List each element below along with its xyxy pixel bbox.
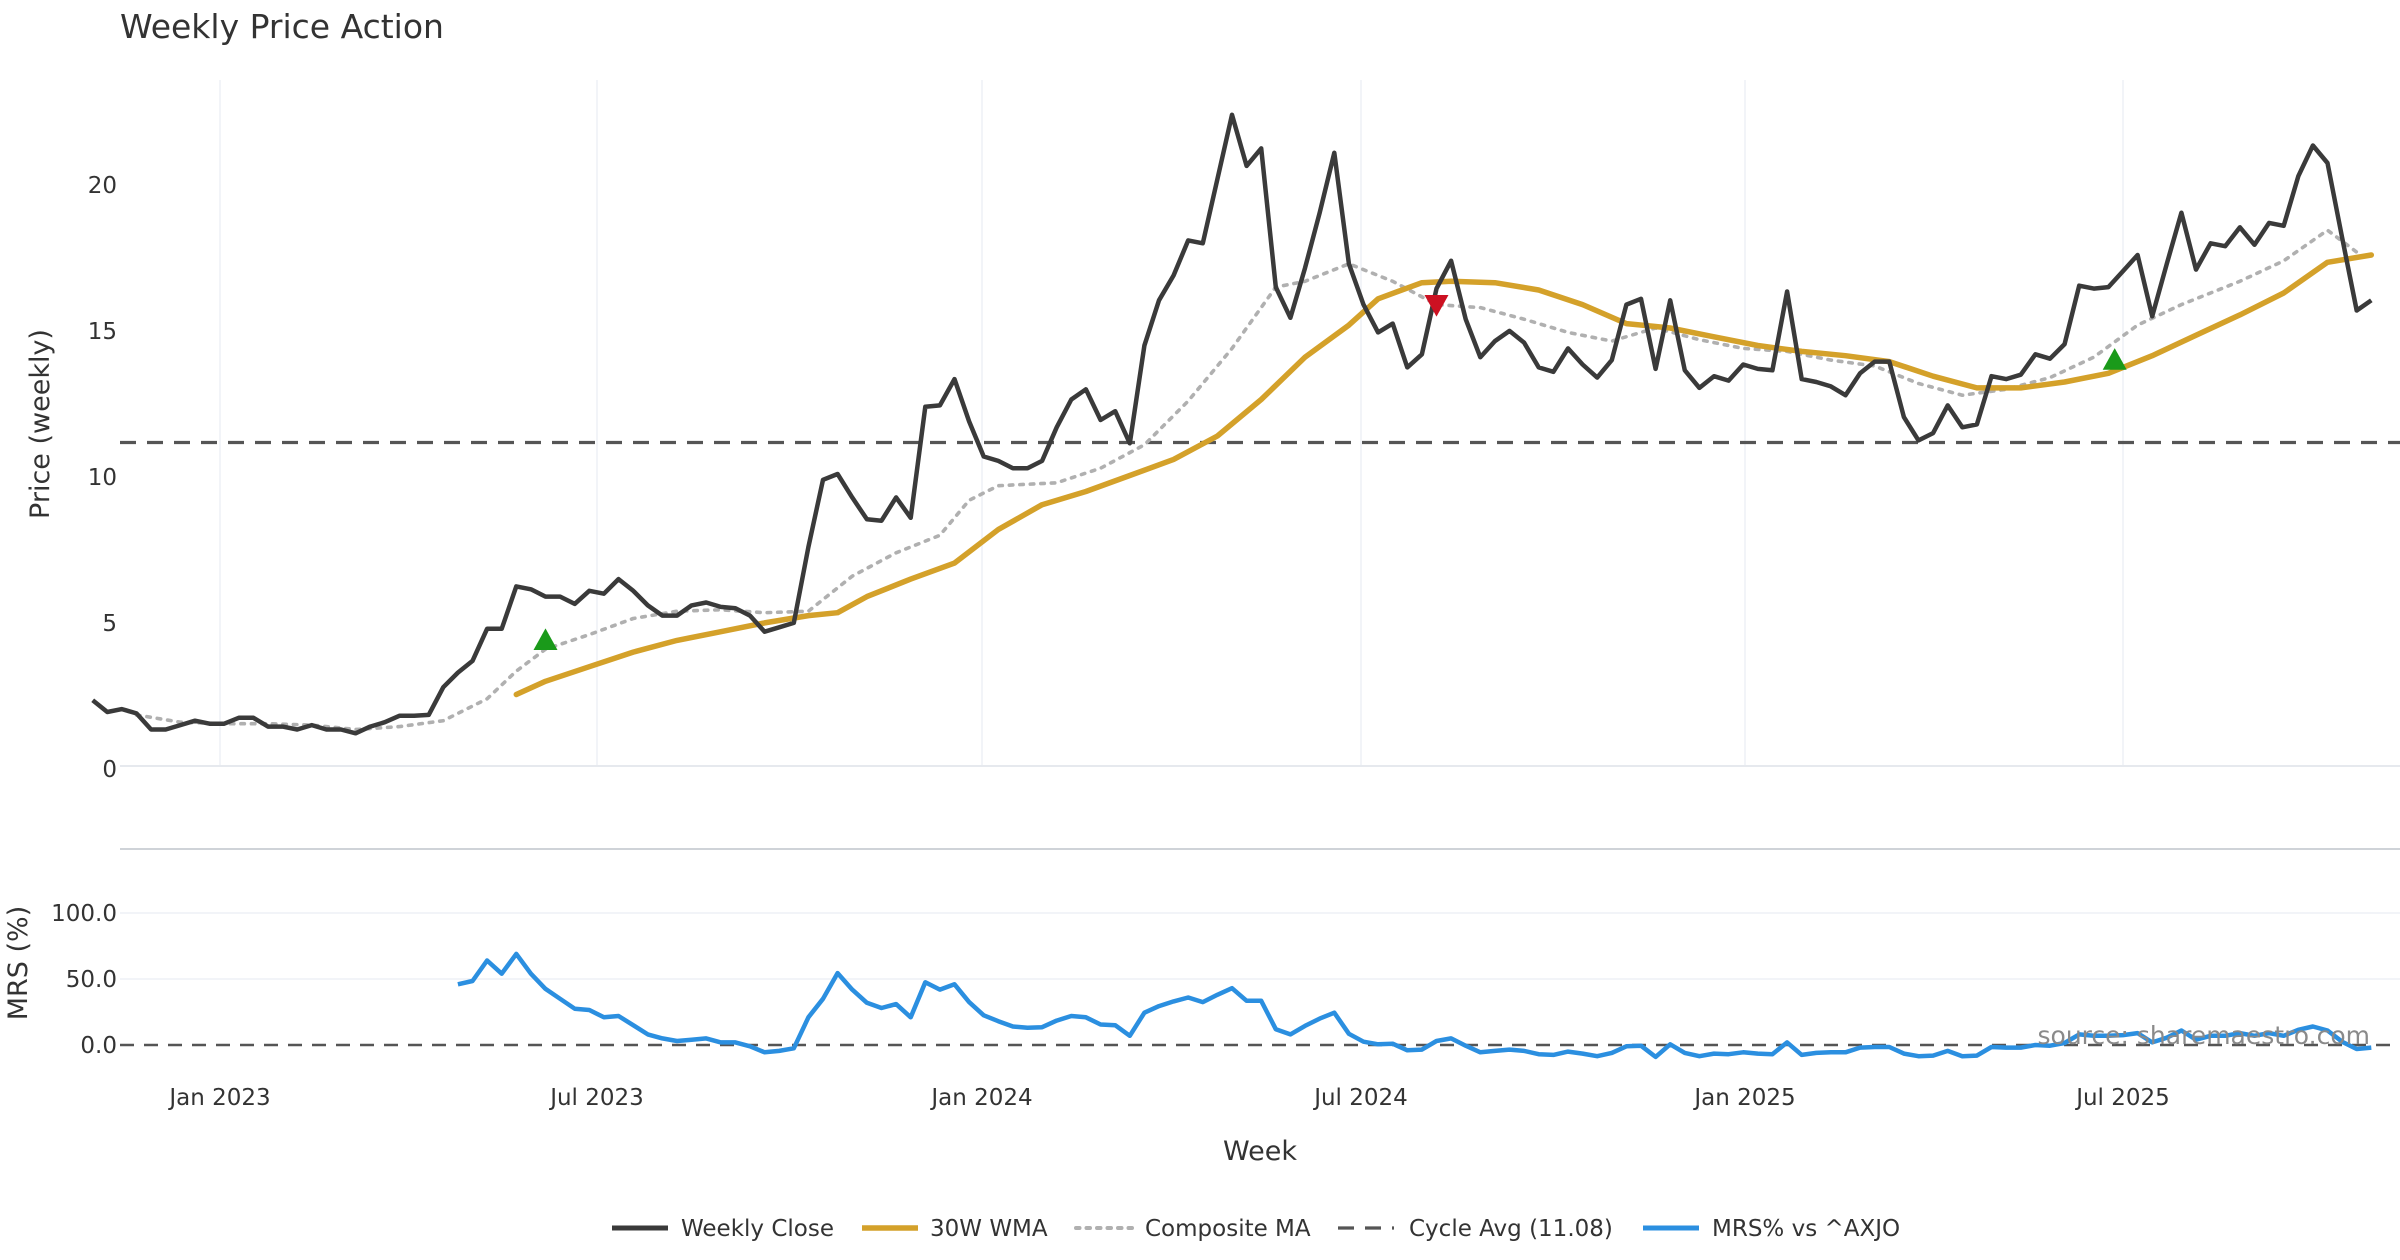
price-series-layer	[91, 112, 2400, 736]
legend-item-30w-wma: 30W WMA	[862, 1216, 1048, 1242]
price-y-tick-15: 15	[88, 319, 117, 345]
x-tick-jul-2024: Jul 2024	[1312, 1085, 1408, 1111]
price-y-axis-label: Price (weekly)	[25, 329, 56, 519]
signal-markers	[533, 295, 2127, 650]
x-tick-jul-2025: Jul 2025	[2074, 1085, 2170, 1111]
legend-label-mrs: MRS% vs ^AXJO	[1712, 1216, 1900, 1242]
mrs-y-ticks: 0.0 50.0 100.0	[51, 901, 117, 1059]
x-tick-jan-2025: Jan 2025	[1692, 1085, 1795, 1111]
legend-label-30w-wma: 30W WMA	[930, 1216, 1048, 1242]
mrs-axjo-line	[457, 951, 2372, 1060]
price-y-tick-0: 0	[102, 757, 117, 783]
x-tick-jan-2023: Jan 2023	[167, 1085, 270, 1111]
buy-signal-marker-2	[2102, 348, 2127, 370]
x-tick-jul-2023: Jul 2023	[548, 1085, 644, 1111]
buy-signal-marker-0	[533, 628, 558, 650]
price-y-tick-10: 10	[88, 465, 117, 491]
legend-label-weekly-close: Weekly Close	[681, 1216, 834, 1242]
x-axis-label: Week	[1223, 1136, 1297, 1167]
mrs-y-axis-label: MRS (%)	[3, 906, 34, 1021]
x-tick-jan-2024: Jan 2024	[929, 1085, 1032, 1111]
legend-item-weekly-close: Weekly Close	[612, 1216, 834, 1242]
price-grid	[120, 80, 2400, 767]
composite-ma-line	[134, 228, 2359, 732]
x-ticks: Jan 2023 Jul 2023 Jan 2024 Jul 2024 Jan …	[167, 1085, 2169, 1111]
price-y-tick-20: 20	[88, 173, 117, 199]
wma-30w-line	[513, 252, 2375, 698]
mrs-y-tick-100: 100.0	[51, 901, 117, 927]
chart-title: Weekly Price Action	[120, 7, 444, 46]
mrs-y-tick-0: 0.0	[80, 1033, 117, 1059]
price-y-ticks: 0 5 10 15 20	[88, 173, 117, 783]
mrs-series-layer	[120, 951, 2400, 1060]
price-y-tick-5: 5	[102, 611, 117, 637]
mrs-y-tick-50: 50.0	[66, 967, 117, 993]
sell-signal-marker-1	[1424, 295, 1449, 317]
weekly-close-line	[91, 112, 2373, 736]
legend-item-cycle-avg: Cycle Avg (11.08)	[1338, 1216, 1613, 1242]
mrs-grid	[120, 912, 2400, 980]
legend-item-mrs: MRS% vs ^AXJO	[1643, 1216, 1900, 1242]
legend-label-composite-ma: Composite MA	[1145, 1216, 1311, 1242]
legend: Weekly Close 30W WMA Composite MA Cycle …	[612, 1216, 1900, 1242]
legend-item-composite-ma: Composite MA	[1074, 1216, 1311, 1242]
source-annotation: source: sharemaestro.com	[2038, 1021, 2371, 1050]
legend-label-cycle-avg: Cycle Avg (11.08)	[1409, 1216, 1613, 1242]
